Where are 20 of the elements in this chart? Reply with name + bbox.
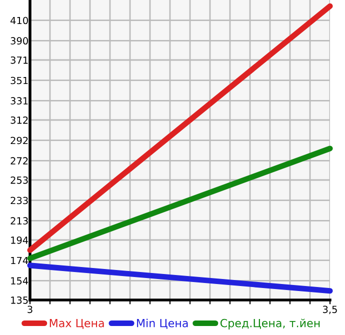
- y-tick-label: 371: [10, 56, 28, 64]
- legend-label: Min Цена: [137, 318, 188, 329]
- y-tick-label: 253: [10, 176, 28, 184]
- y-tick-label: 390: [10, 37, 28, 45]
- y-tick-label: 312: [10, 116, 28, 124]
- y-tick-label: 292: [10, 136, 28, 144]
- y-tick-label: 154: [11, 277, 28, 285]
- x-tick-label: 3: [28, 306, 32, 314]
- legend-label: Max Цена: [50, 319, 104, 329]
- y-tick-label: 174: [11, 256, 28, 264]
- y-tick-label: 331: [10, 97, 28, 105]
- y-tick-label: 272: [10, 157, 28, 164]
- y-tick-label: 233: [10, 196, 28, 204]
- y-tick-label: 194: [11, 236, 28, 244]
- y-tick-label: 213: [10, 217, 28, 225]
- y-tick-label: 410: [10, 16, 28, 24]
- y-tick-label: 135: [11, 296, 28, 304]
- y-tick-label: 351: [10, 76, 28, 84]
- x-tick-label: 3,5: [323, 306, 337, 314]
- legend-label: Сред.Цена, т.йен: [220, 318, 320, 330]
